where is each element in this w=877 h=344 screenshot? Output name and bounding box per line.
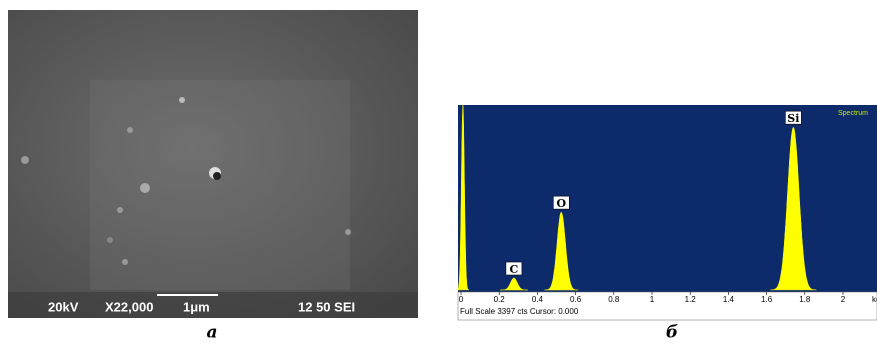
caption-a: а [206,323,217,343]
spectrum: C O Si 0 0.2 0.4 0.6 0.8 1 1.2 1.4 1.6 1.8 2 keV Full S… [457,105,877,320]
x-tick-label: 0.8 [608,295,620,304]
x-unit: keV [872,295,877,304]
x-tick-label: 1.6 [761,295,773,304]
peak-label: C [510,263,519,276]
footer: Full Scale 3397 cts Cursor: 0.000 [460,307,579,316]
x-tick-label: 1 [650,295,655,304]
x-tick-label: 0 [459,295,464,304]
x-tick-label: 1.8 [799,295,811,304]
scale-bar-label: 1μm [183,299,210,314]
legend: Spectrum [838,110,868,117]
caption-b: б [666,323,678,343]
magnification: X22,000 [105,299,153,314]
sem-image: 20kV X22,000 1μm 12 50 SEI [8,10,418,318]
x-tick-label: 2 [841,295,846,304]
voltage: 20kV [48,299,79,314]
image-info: 12 50 SEI [298,299,355,314]
x-tick-label: 1.2 [685,295,697,304]
peak-label: O [556,197,566,210]
x-tick-label: 0.6 [570,295,582,304]
peak-label: Si [787,112,799,125]
figure: 20kV X22,000 1μm 12 50 SEI а C O Si 0 0.2 0.4… [0,0,877,344]
x-tick-label: 1.4 [723,295,735,304]
x-tick-label: 0.4 [532,295,544,304]
x-tick-label: 0.2 [494,295,506,304]
